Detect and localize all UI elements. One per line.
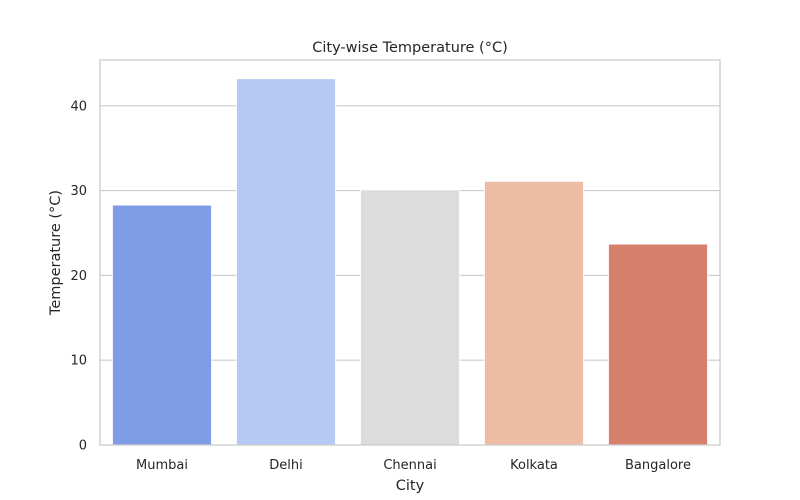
bar-chennai [359,189,461,446]
x-axis-ticks: Mumbai Delhi Chennai Kolkata Bangalore [136,458,691,473]
x-tick-label-mumbai: Mumbai [136,458,188,473]
y-tick-label: 0 [79,439,87,454]
x-axis-label: City [396,478,425,494]
bar-kolkata [483,180,585,446]
bar-delhi [235,78,337,446]
bar-bangalore [607,243,709,446]
x-tick-label-chennai: Chennai [383,458,436,473]
y-tick-label: 20 [70,269,87,284]
x-tick-label-bangalore: Bangalore [625,458,691,473]
y-tick-label: 30 [70,184,87,199]
bars [111,78,709,446]
plot-frame [99,59,721,446]
y-axis-ticks: 0 10 20 30 40 [70,99,87,453]
bar-mumbai [111,204,213,446]
x-tick-label-kolkata: Kolkata [510,458,558,473]
y-tick-label: 40 [70,99,87,114]
x-tick-label-delhi: Delhi [269,458,302,473]
chart-title: City-wise Temperature (°C) [312,40,508,56]
y-axis-label: Temperature (°C) [48,190,64,316]
y-tick-label: 10 [70,354,87,369]
